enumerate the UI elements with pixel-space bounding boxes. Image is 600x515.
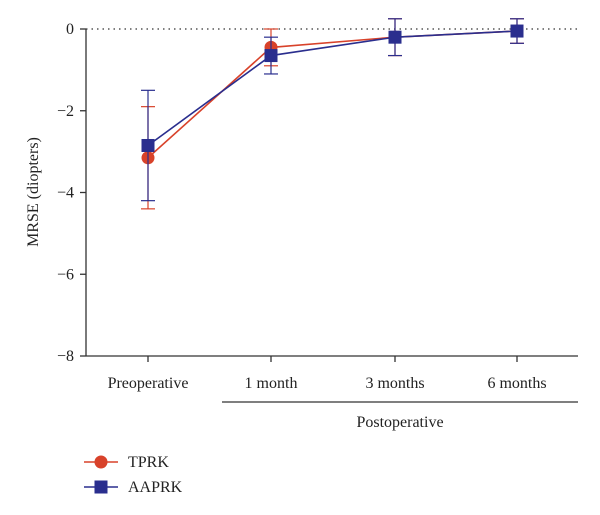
legend: TPRK AAPRK bbox=[84, 454, 183, 496]
data-point-aaprk bbox=[264, 49, 278, 63]
series-layer bbox=[141, 18, 524, 210]
data-point-aaprk bbox=[388, 30, 402, 44]
y-tick-label: 0 bbox=[66, 21, 74, 38]
legend-label-aaprk: AAPRK bbox=[128, 479, 183, 496]
legend-marker-tprk bbox=[94, 455, 108, 469]
x-tick-label: 1 month bbox=[245, 375, 298, 392]
y-ticks: 0 −2 −4 −6 −8 bbox=[57, 21, 86, 365]
x-tick-label: Preoperative bbox=[108, 375, 189, 392]
series-line-tprk bbox=[147, 30, 518, 159]
series-tprk bbox=[141, 18, 524, 210]
y-tick-label: −4 bbox=[57, 185, 74, 202]
series-line-aaprk bbox=[147, 30, 518, 147]
data-point-aaprk bbox=[510, 24, 524, 38]
legend-marker-aaprk bbox=[94, 480, 108, 494]
data-point-aaprk bbox=[141, 138, 155, 152]
legend-label-tprk: TPRK bbox=[128, 454, 169, 471]
series-aaprk bbox=[141, 18, 524, 202]
x-ticks: Preoperative 1 month 3 months 6 months bbox=[108, 356, 547, 392]
y-tick-label: −8 bbox=[57, 348, 74, 365]
y-tick-label: −6 bbox=[57, 266, 74, 283]
x-tick-label: 6 months bbox=[487, 375, 546, 392]
y-axis-label: MRSE (diopters) bbox=[25, 137, 42, 247]
postoperative-label: Postoperative bbox=[356, 414, 443, 431]
x-tick-label: 3 months bbox=[365, 375, 424, 392]
y-tick-label: −2 bbox=[57, 103, 74, 120]
